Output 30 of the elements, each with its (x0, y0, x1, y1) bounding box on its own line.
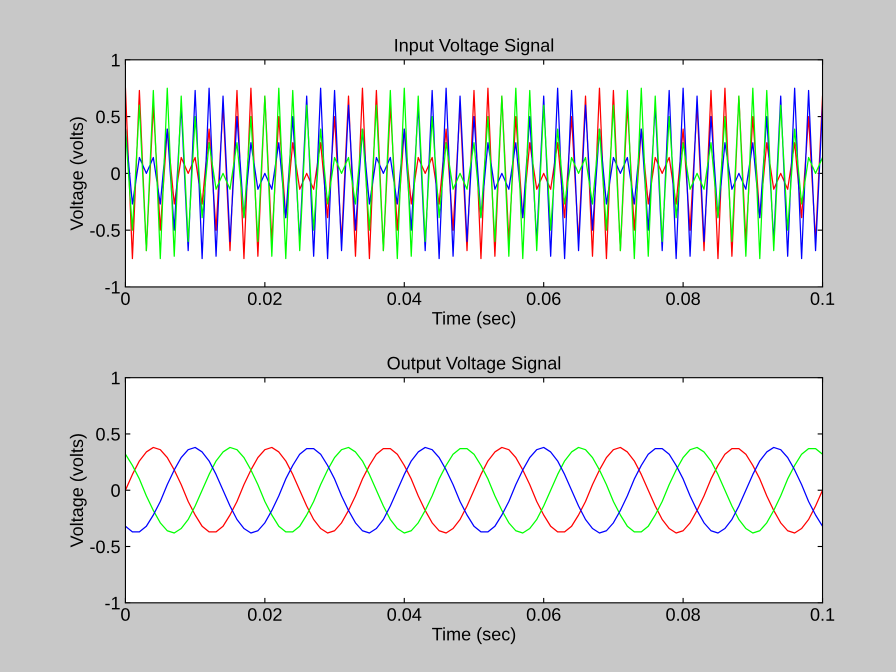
chart-title: Output Voltage Signal (388, 356, 560, 374)
x-tick-label: 0.02 (248, 608, 282, 621)
y-tick-label: 1 (112, 372, 120, 384)
y-tick-label: 0 (111, 167, 120, 180)
x-tick-label: 0.08 (666, 608, 700, 621)
y-tick-label: 0.5 (96, 110, 120, 124)
chart-title: Input Voltage Signal (395, 38, 554, 56)
y-tick-label: -0.5 (90, 540, 120, 554)
y-axis-title: Voltage (volts) (70, 117, 87, 230)
x-axis-title: Time (sec) (432, 311, 516, 328)
y-tick-label: 1 (112, 54, 120, 66)
x-tick-label: 0.06 (526, 292, 560, 306)
y-tick-label: 0 (111, 484, 120, 497)
y-tick-label: 0.5 (96, 428, 120, 441)
x-tick-label: 0.08 (666, 292, 700, 306)
y-tick-label: -1 (105, 281, 120, 294)
x-tick-label: 0.1 (810, 608, 834, 621)
y-tick-label: -1 (105, 596, 120, 610)
x-tick-label: 0 (121, 292, 130, 306)
x-tick-label: 0.02 (248, 292, 282, 306)
x-tick-label: 0.1 (810, 292, 834, 306)
x-tick-label: 0.04 (387, 608, 422, 621)
x-tick-label: 0.04 (387, 292, 422, 306)
line-series (125, 446, 823, 534)
y-tick-label: -0.5 (90, 224, 120, 237)
x-axis-title: Time (sec) (432, 627, 516, 644)
x-tick-label: 0 (121, 608, 130, 621)
x-tick-label: 0.06 (526, 608, 560, 621)
line-series (125, 88, 823, 260)
y-axis-title: Voltage (volts) (70, 434, 87, 548)
